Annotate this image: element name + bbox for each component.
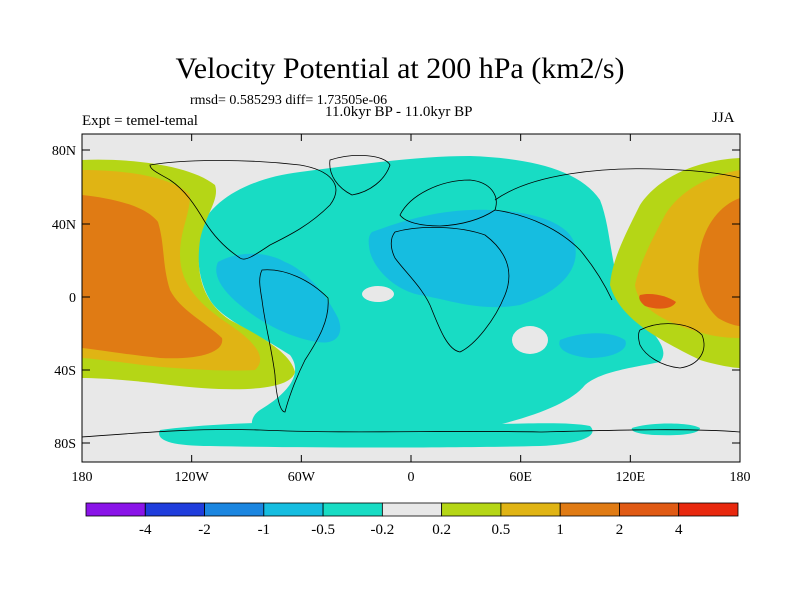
lon-tick-label: 120E (616, 470, 646, 485)
stats-line: rmsd= 0.585293 diff= 1.73505e-06 (190, 93, 388, 108)
colorbar-label: 2 (616, 522, 624, 538)
colorbar-swatch (144, 502, 205, 517)
colorbar-swatch (85, 502, 146, 517)
colorbar-swatch (441, 502, 502, 517)
lat-tick-label: 0 (69, 291, 76, 306)
experiment-label: Expt = temel-temal (82, 113, 198, 129)
lon-tick-label: 120W (175, 470, 210, 485)
colorbar-swatch (678, 502, 739, 517)
coastlines (82, 155, 740, 438)
colorbar: -4 -2 -1 -0.5 -0.2 0.2 0.5 1 2 4 (85, 502, 739, 538)
lat-tick-label: 40S (54, 364, 76, 379)
colorbar-swatch (500, 502, 561, 517)
colorbar-swatch (619, 502, 680, 517)
coast-south-america (259, 269, 329, 413)
contour-minus-0.5-africa (368, 209, 576, 308)
lon-tick-label: 60W (288, 470, 316, 485)
colorbar-label: 4 (675, 522, 683, 538)
colorbar-swatch (559, 502, 620, 517)
period-label: 11.0kyr BP - 11.0kyr BP (325, 104, 473, 120)
lon-tick-label: 180 (730, 470, 751, 485)
colorbar-label: -0.5 (311, 522, 335, 538)
colorbar-swatch (263, 502, 324, 517)
contour-plus-2-east (639, 293, 676, 309)
coast-australia (638, 323, 705, 369)
colorbar-swatch (322, 502, 383, 517)
colorbar-label: -2 (198, 522, 211, 538)
colorbar-label: -4 (139, 522, 152, 538)
contour-minus-0.5-americas (216, 253, 341, 343)
contour-field (82, 134, 740, 462)
lon-tick-label: 180 (72, 470, 93, 485)
lon-tick-label: 60E (509, 470, 532, 485)
neutral-hole-atlantic (362, 286, 394, 302)
map-title: Velocity Potential at 200 hPa (km2/s) (175, 52, 625, 85)
coast-north-america (149, 160, 337, 260)
colorbar-label: 0.2 (432, 522, 451, 538)
coast-antarctica (82, 429, 740, 438)
contour-minus-0.2-south (159, 422, 593, 448)
contour-plus-1-east (698, 198, 740, 326)
lat-tick-label: 40N (52, 218, 76, 233)
coast-africa (390, 227, 510, 353)
lat-tick-label: 80N (52, 144, 76, 159)
colorbar-label: 1 (556, 522, 564, 538)
colorbar-label: -1 (258, 522, 271, 538)
neutral-hole-indian (512, 326, 548, 354)
coast-asia (494, 168, 740, 301)
colorbar-label: 0.5 (492, 522, 511, 538)
latitude-axis: 80N 40N 0 40S 80S (52, 144, 740, 452)
contour-minus-0.5-indian (559, 333, 626, 358)
longitude-axis: 180 120W 60W 0 60E 120E 180 (72, 134, 751, 485)
coast-greenland (329, 155, 391, 196)
contour-plus-1-west (82, 195, 223, 359)
colorbar-label: -0.2 (370, 522, 394, 538)
colorbar-swatch (381, 502, 443, 517)
lon-tick-label: 0 (408, 470, 415, 485)
lat-tick-label: 80S (54, 437, 76, 452)
colorbar-swatch (204, 502, 265, 517)
season-label: JJA (712, 110, 735, 126)
